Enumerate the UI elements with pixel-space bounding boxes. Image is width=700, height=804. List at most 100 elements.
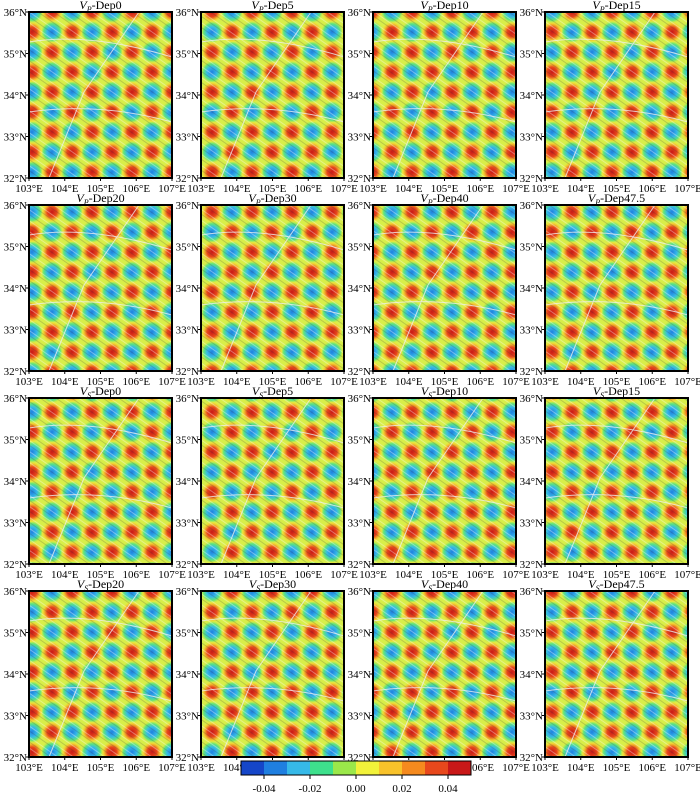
x-tick-label: 104°E (51, 376, 79, 388)
y-tick-label: 33°N (4, 518, 27, 530)
panel-title: VP-Dep40 (420, 191, 468, 207)
y-tick-label: 33°N (4, 325, 27, 337)
title-depth: -Dep20 (89, 191, 125, 205)
x-tick-label: 106°E (466, 762, 494, 774)
y-tick-label: 34°N (176, 669, 199, 681)
x-tick-label: 103°E (359, 376, 387, 388)
x-tick-label: 107°E (158, 762, 186, 774)
y-tick-label: 32°N (348, 366, 371, 378)
title-symbol: V (420, 0, 429, 12)
x-tick-label: 105°E (603, 183, 631, 195)
title-subscript: P (427, 198, 433, 207)
y-tick-label: 35°N (520, 628, 543, 640)
x-tick-label: 107°E (674, 376, 700, 388)
title-symbol: V (76, 191, 85, 205)
x-tick-label: 104°E (51, 183, 79, 195)
y-tick-label: 33°N (520, 325, 543, 337)
x-tick-label: 105°E (603, 376, 631, 388)
x-tick-label: 107°E (502, 569, 530, 581)
y-tick-label: 34°N (176, 476, 199, 488)
relief-shading (29, 398, 172, 564)
y-tick-label: 35°N (176, 49, 199, 61)
colorbar-segment (402, 761, 426, 775)
title-symbol: V (421, 577, 430, 591)
x-tick-label: 106°E (466, 183, 494, 195)
x-tick-label: 103°E (531, 183, 559, 195)
y-tick-label: 35°N (348, 628, 371, 640)
x-tick-label: 103°E (359, 183, 387, 195)
x-tick-label: 104°E (51, 762, 79, 774)
title-subscript: P (83, 198, 89, 207)
x-tick-label: 103°E (15, 183, 43, 195)
relief-shading (545, 398, 688, 564)
title-depth: -Dep20 (88, 577, 124, 591)
y-tick-label: 33°N (520, 711, 543, 723)
y-tick-label: 33°N (176, 132, 199, 144)
title-subscript: P (255, 198, 261, 207)
map-panel: VS-Dep20 103°E 104°E 105°E 106°E 107°E 32°N 33°… (4, 577, 186, 774)
fault-lines (372, 204, 517, 372)
y-tick-label: 36°N (520, 586, 543, 598)
title-subscript: S (428, 391, 432, 400)
fault-lines (200, 11, 345, 179)
x-tick-label: 103°E (15, 376, 43, 388)
panel-title: VS-Dep40 (421, 577, 468, 593)
y-tick-label: 33°N (348, 518, 371, 530)
title-depth: -Dep5 (264, 0, 294, 12)
y-tick-label: 32°N (520, 366, 543, 378)
y-tick-label: 33°N (4, 711, 27, 723)
x-tick-label: 106°E (294, 569, 322, 581)
panel-title: VS-Dep20 (77, 577, 124, 593)
y-tick-label: 36°N (176, 393, 199, 405)
y-tick-label: 32°N (520, 559, 543, 571)
panel-title: VP-Dep10 (420, 0, 468, 14)
map-panel: VP-Dep0 103°E 104°E 105°E 106°E 107°E 32°N 33°N… (4, 0, 186, 195)
x-tick-label: 105°E (87, 376, 115, 388)
y-tick-label: 32°N (4, 366, 27, 378)
x-tick-label: 103°E (15, 762, 43, 774)
title-symbol: V (77, 577, 86, 591)
title-depth: -Dep47.5 (600, 191, 645, 205)
x-tick-label: 106°E (294, 376, 322, 388)
title-subscript: S (428, 584, 432, 593)
map-panel: VP-Dep40 103°E 104°E 105°E 106°E 107°E 32°N 33°… (348, 191, 530, 388)
x-tick-label: 103°E (187, 762, 215, 774)
x-tick-label: 103°E (531, 762, 559, 774)
x-tick-label: 106°E (122, 569, 150, 581)
y-tick-label: 34°N (520, 476, 543, 488)
x-tick-label: 104°E (567, 183, 595, 195)
y-tick-label: 33°N (176, 711, 199, 723)
y-tick-label: 35°N (520, 435, 543, 447)
relief-shading (201, 398, 344, 564)
y-tick-label: 35°N (520, 49, 543, 61)
x-tick-label: 106°E (122, 376, 150, 388)
y-tick-label: 32°N (520, 752, 543, 764)
map-panel: VS-Dep30103°E104°E105°E106°E107°E32°N33°… (176, 577, 358, 774)
map-panel: VS-Dep15 103°E 104°E 105°E 106°E 107°E 32°N 33°… (520, 384, 700, 581)
title-symbol: V (249, 577, 258, 591)
x-tick-label: 105°E (87, 569, 115, 581)
title-symbol: V (588, 577, 597, 591)
map-panel: VS-Dep40103°E104°E105°E106°E107°E32°N33°… (348, 577, 530, 774)
x-tick-label: 103°E (187, 376, 215, 388)
y-tick-label: 34°N (520, 90, 543, 102)
y-tick-label: 35°N (520, 242, 543, 254)
fault-lines (200, 397, 345, 565)
panel-title: VS-Dep15 (593, 384, 640, 400)
map-panel: VP-Dep15 103°E 104°E 105°E 106°E 107°E 32°N 33°… (520, 0, 700, 195)
x-tick-label: 107°E (674, 183, 700, 195)
fault-lines (372, 11, 517, 179)
panel-title: VP-Dep47.5 (588, 191, 645, 207)
title-subscript: S (256, 584, 260, 593)
y-tick-label: 34°N (520, 283, 543, 295)
relief-shading (545, 205, 688, 371)
colorbar-segment (310, 761, 334, 775)
x-tick-label: 104°E (223, 569, 251, 581)
title-depth: -Dep40 (433, 191, 469, 205)
x-tick-label: 107°E (674, 762, 700, 774)
title-symbol: V (251, 0, 260, 12)
x-tick-label: 105°E (603, 569, 631, 581)
x-tick-label: 104°E (395, 569, 423, 581)
title-subscript: P (86, 5, 92, 14)
y-tick-label: 36°N (520, 393, 543, 405)
